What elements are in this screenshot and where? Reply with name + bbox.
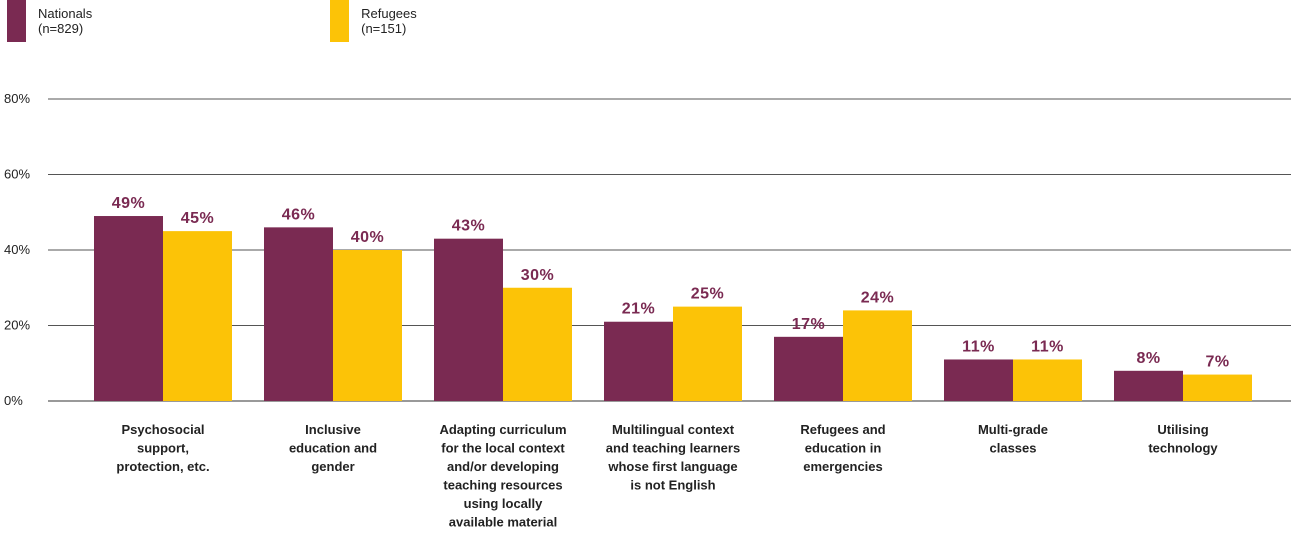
category-label-line: education in	[805, 441, 882, 456]
y-tick-label: 20%	[4, 318, 30, 333]
category-label: Adapting curriculum for the local context…	[439, 422, 566, 530]
category-label-line: emergencies	[803, 459, 883, 474]
category-label-line: protection, etc.	[116, 459, 209, 474]
bar-nationals	[774, 336, 843, 401]
category-label-line: Adapting curriculum	[439, 422, 566, 437]
category-label-line: for the local context	[441, 441, 565, 456]
y-axis-ticks: 0% 20% 40% 60% 80%	[4, 91, 30, 408]
bar-refugees	[1183, 374, 1252, 401]
category-label-line: Refugees and	[800, 422, 885, 437]
category-label-line: available material	[449, 515, 557, 530]
category-label-line: support,	[137, 441, 189, 456]
legend-item-nationals: Nationals (n=829)	[7, 0, 103, 42]
value-label: 21%	[622, 301, 656, 318]
bars	[94, 216, 1252, 401]
bar-refugees	[673, 306, 742, 401]
y-tick-label: 0%	[4, 393, 23, 408]
value-label: 11%	[1031, 338, 1064, 355]
y-tick-label: 40%	[4, 242, 30, 257]
category-label-line: technology	[1148, 441, 1218, 456]
category-label-line: education and	[289, 441, 377, 456]
category-label: Utilising technology	[1148, 422, 1218, 456]
x-axis-labels: Psychosocial support, protection, etc. Incl…	[116, 422, 1218, 530]
category-label-line: teaching resources	[443, 478, 562, 493]
bar-refugees	[163, 231, 232, 401]
bar-nationals	[604, 321, 673, 401]
category-label: Multilingual context and teaching learner…	[606, 422, 740, 493]
bar-nationals	[944, 359, 1013, 401]
category-label: Refugees and education in emergencies	[800, 422, 885, 474]
category-label-line: whose first language	[607, 459, 737, 474]
bar-nationals	[434, 238, 503, 401]
y-tick-label: 60%	[4, 167, 30, 182]
category-label-line: Psychosocial	[121, 422, 204, 437]
legend-label-refugees: Refugees (n=151)	[361, 6, 417, 36]
category-label-line: Multi-grade	[978, 422, 1048, 437]
value-label: 25%	[691, 286, 725, 303]
value-label: 30%	[521, 267, 555, 284]
value-label: 24%	[861, 289, 895, 306]
bar-refugees	[1013, 359, 1082, 401]
value-label: 17%	[792, 316, 826, 333]
value-label: 11%	[962, 338, 995, 355]
value-label: 45%	[181, 210, 215, 227]
value-label: 49%	[112, 195, 146, 212]
category-label-line: Multilingual context	[612, 422, 735, 437]
gridlines	[48, 98, 1291, 402]
bar-refugees	[843, 310, 912, 401]
category-label: Psychosocial support, protection, etc.	[116, 422, 209, 474]
legend-swatch-refugees	[330, 0, 350, 42]
legend-label-nationals: Nationals (n=829)	[38, 6, 93, 36]
value-label: 46%	[282, 206, 316, 223]
category-label-line: classes	[990, 441, 1037, 456]
value-labels: 49% 45% 46% 40% 43% 30% 21% 25% 17% 24% 11% 11% 8% 7%	[112, 195, 1229, 371]
category-label-line: gender	[311, 459, 354, 474]
y-tick-label: 80%	[4, 91, 30, 106]
value-label: 43%	[452, 218, 486, 235]
bar-nationals	[264, 227, 333, 401]
category-label-line: Inclusive	[305, 422, 361, 437]
value-label: 8%	[1136, 350, 1160, 367]
legend-swatch-nationals	[7, 0, 26, 42]
category-label-line: and teaching learners	[606, 441, 740, 456]
bar-nationals	[1114, 370, 1183, 401]
category-label: Multi-grade classes	[978, 422, 1048, 456]
category-label-line: is not English	[630, 478, 715, 493]
category-label-line: using locally	[464, 496, 544, 511]
legend-item-refugees: Refugees (n=151)	[330, 0, 428, 42]
value-label: 40%	[351, 229, 385, 246]
bar-refugees	[503, 287, 572, 401]
value-label: 7%	[1205, 354, 1229, 371]
category-label-line: and/or developing	[447, 459, 559, 474]
category-label-line: Utilising	[1157, 422, 1208, 437]
category-label: Inclusive education and gender	[289, 422, 377, 474]
bar-nationals	[94, 216, 163, 401]
bar-refugees	[333, 250, 402, 401]
